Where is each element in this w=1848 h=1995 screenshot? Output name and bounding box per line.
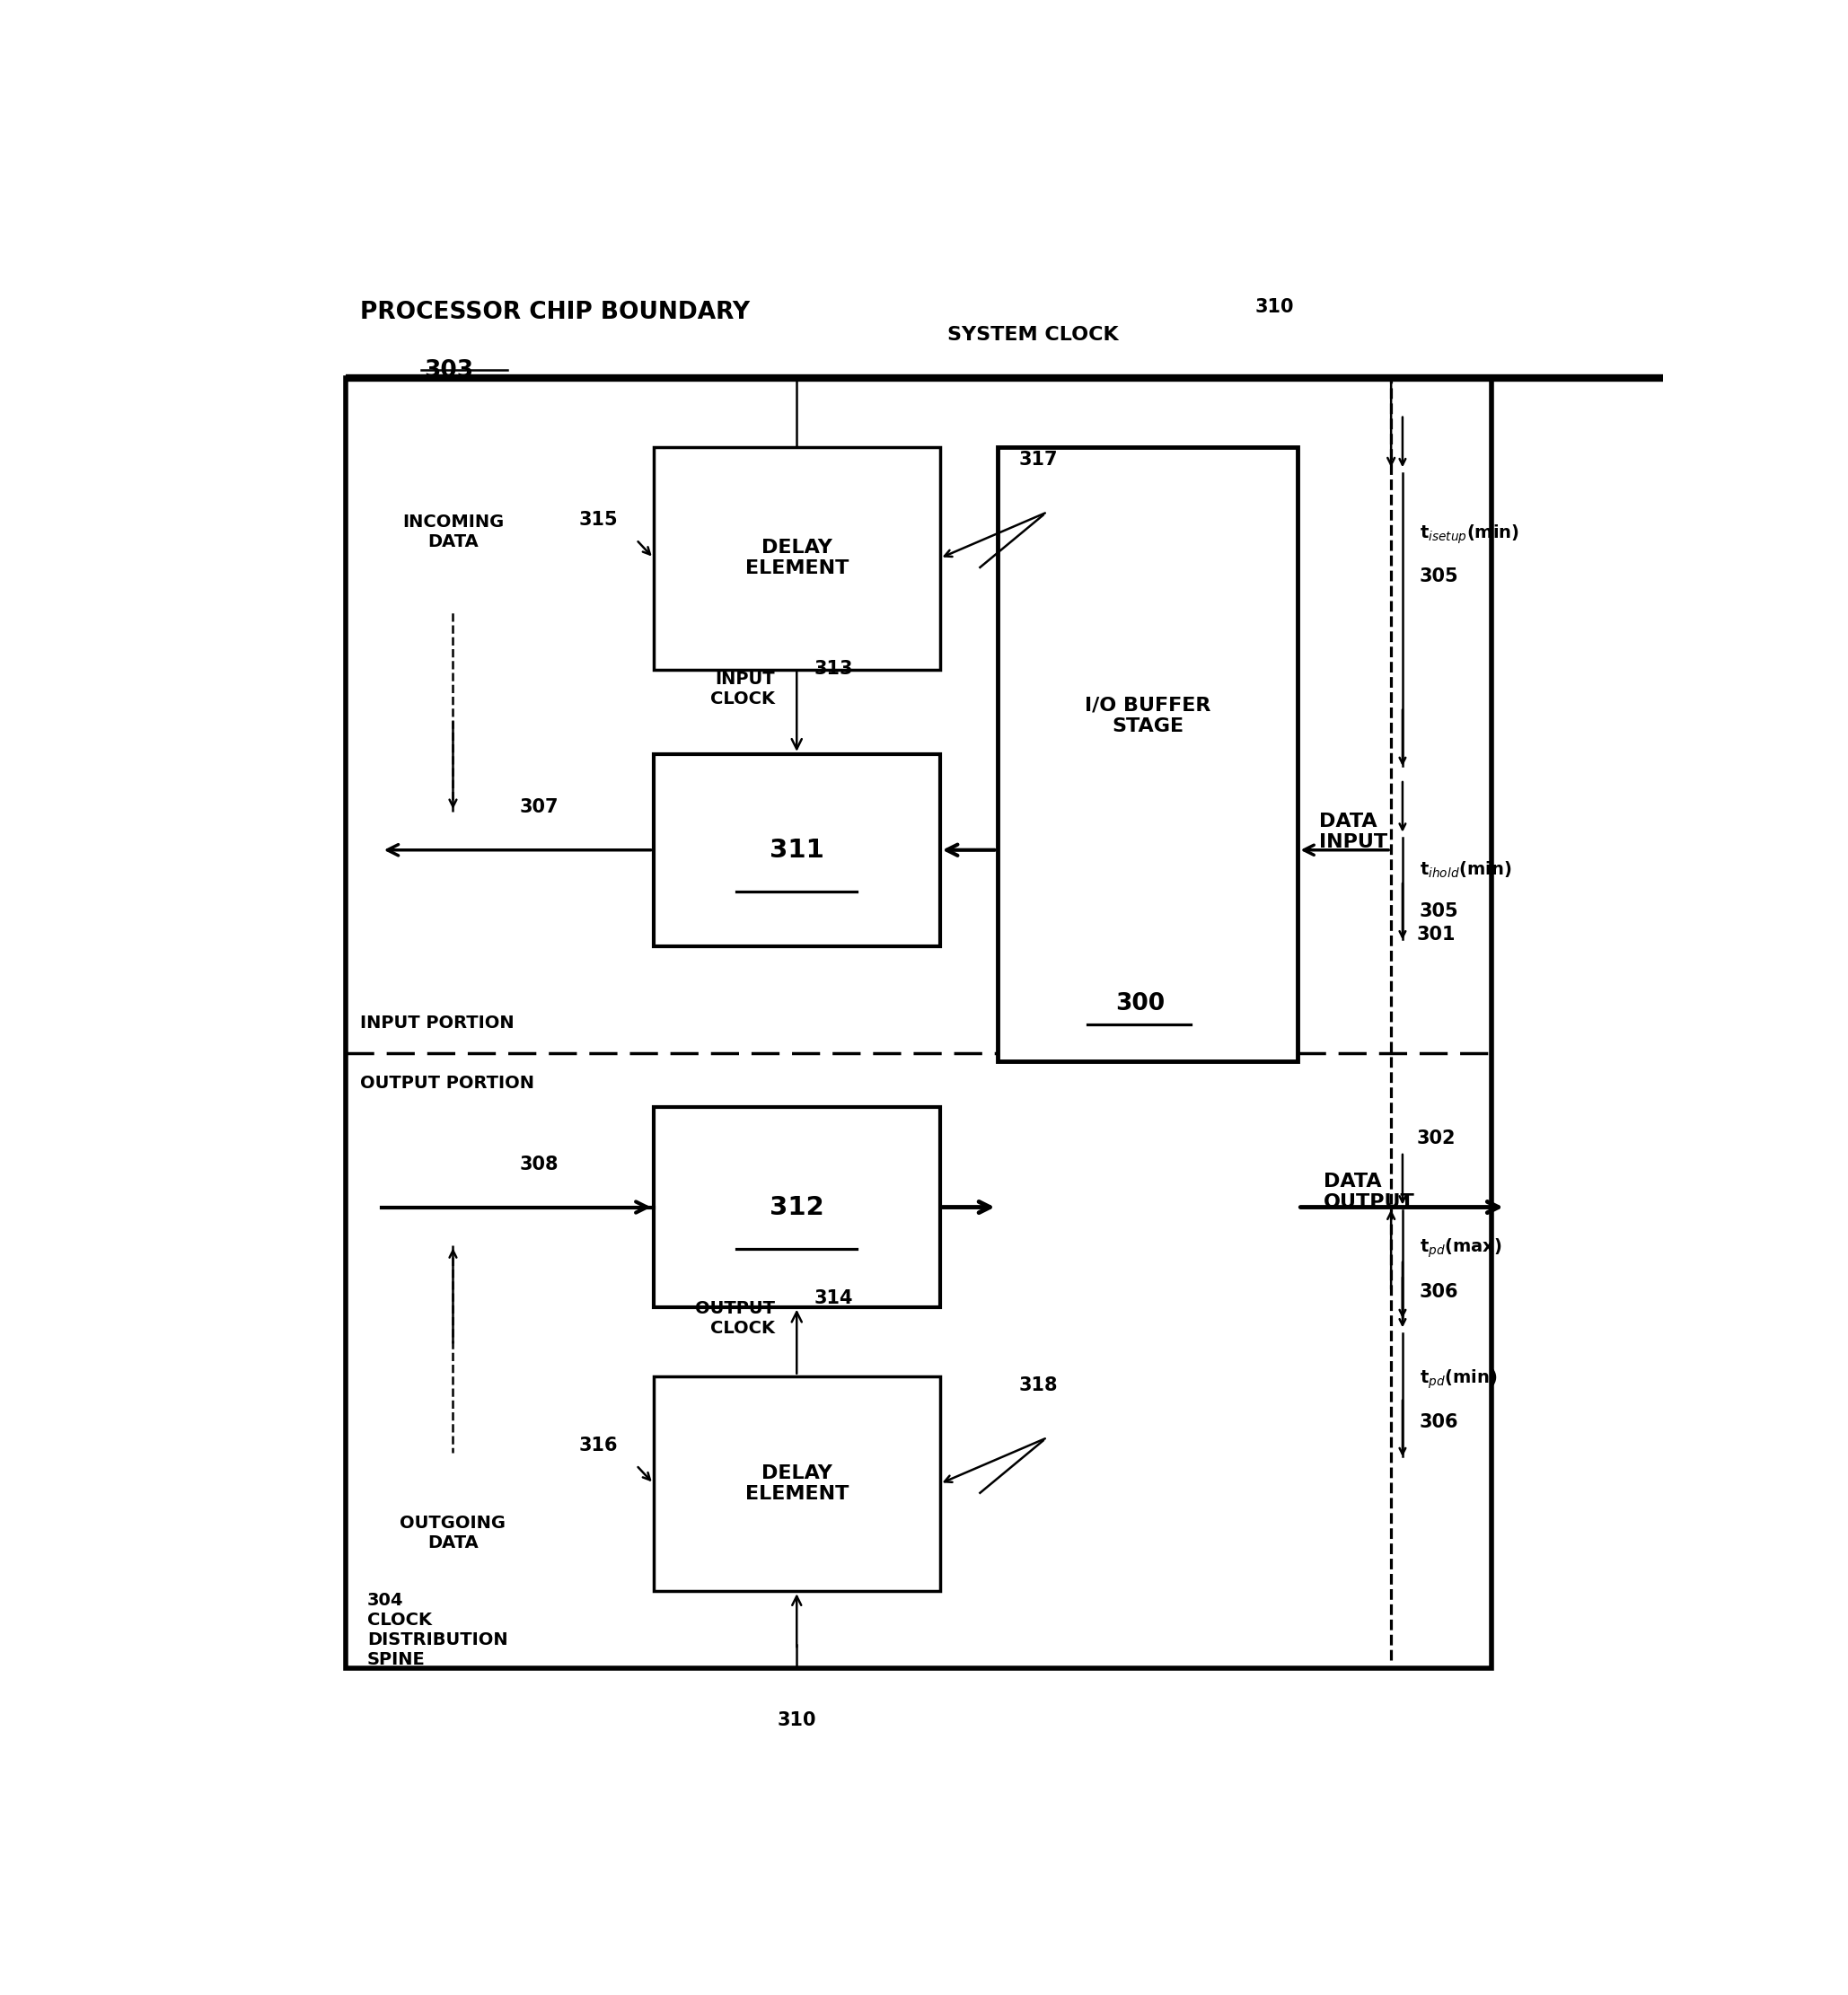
Text: t$_{pd}$(min): t$_{pd}$(min) <box>1419 1369 1497 1391</box>
Text: 308: 308 <box>519 1155 558 1173</box>
Text: 318: 318 <box>1018 1377 1057 1395</box>
Text: DATA
INPUT: DATA INPUT <box>1319 812 1388 852</box>
Text: PROCESSOR CHIP BOUNDARY: PROCESSOR CHIP BOUNDARY <box>360 301 750 323</box>
Text: 303: 303 <box>425 359 473 383</box>
Text: INPUT
CLOCK: INPUT CLOCK <box>711 670 776 706</box>
Text: 310: 310 <box>778 1712 817 1730</box>
Text: 301: 301 <box>1417 926 1456 944</box>
Text: 313: 313 <box>813 660 854 678</box>
Text: OUTPUT
CLOCK: OUTPUT CLOCK <box>695 1301 776 1337</box>
Bar <box>654 1107 941 1307</box>
Bar <box>654 447 941 670</box>
Bar <box>346 377 1491 1668</box>
Text: I/O BUFFER
STAGE: I/O BUFFER STAGE <box>1085 696 1210 734</box>
Text: 314: 314 <box>813 1289 854 1307</box>
Text: 305: 305 <box>1419 902 1458 920</box>
Text: 306: 306 <box>1419 1412 1458 1430</box>
Text: t$_{ihold}$(min): t$_{ihold}$(min) <box>1419 860 1512 880</box>
Text: 304
CLOCK
DISTRIBUTION
SPINE: 304 CLOCK DISTRIBUTION SPINE <box>368 1592 508 1668</box>
Text: 310: 310 <box>1255 297 1294 315</box>
Text: 307: 307 <box>519 798 558 816</box>
Text: 316: 316 <box>578 1436 617 1454</box>
Text: INCOMING
DATA: INCOMING DATA <box>403 513 505 551</box>
Text: OUTGOING
DATA: OUTGOING DATA <box>399 1514 506 1552</box>
Text: DELAY
ELEMENT: DELAY ELEMENT <box>745 539 848 577</box>
Text: t$_{pd}$(max): t$_{pd}$(max) <box>1419 1237 1502 1261</box>
Text: DELAY
ELEMENT: DELAY ELEMENT <box>745 1464 848 1502</box>
Text: DATA
OUTPUT: DATA OUTPUT <box>1323 1173 1416 1211</box>
Text: 315: 315 <box>578 511 617 529</box>
Text: 302: 302 <box>1417 1129 1456 1147</box>
Text: SYSTEM CLOCK: SYSTEM CLOCK <box>946 325 1118 343</box>
Text: 300: 300 <box>1116 992 1166 1015</box>
Text: 317: 317 <box>1018 451 1057 469</box>
Bar <box>998 447 1297 1061</box>
Text: 306: 306 <box>1419 1283 1458 1301</box>
Bar <box>654 754 941 946</box>
Text: 312: 312 <box>769 1195 824 1219</box>
Text: 311: 311 <box>769 838 824 862</box>
Text: INPUT PORTION: INPUT PORTION <box>360 1015 514 1031</box>
Bar <box>654 1377 941 1592</box>
Text: t$_{isetup}$(min): t$_{isetup}$(min) <box>1419 523 1519 547</box>
Text: OUTPUT PORTION: OUTPUT PORTION <box>360 1075 534 1091</box>
Text: 305: 305 <box>1419 567 1458 585</box>
